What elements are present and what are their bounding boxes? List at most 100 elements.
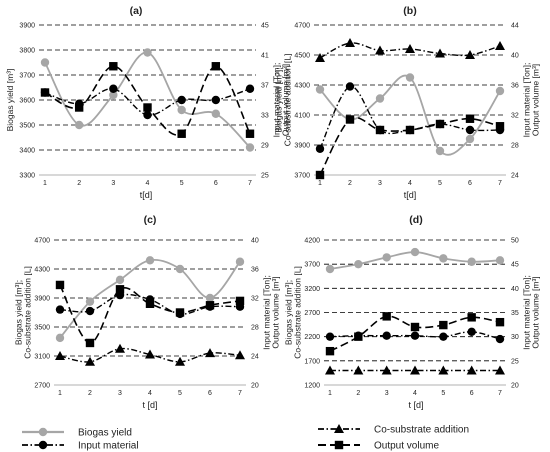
left-tick-label: 2200 <box>304 334 320 341</box>
x-tick-label: 5 <box>178 390 182 397</box>
data-point <box>382 253 391 262</box>
data-point <box>465 114 475 123</box>
data-point <box>438 365 449 375</box>
data-point <box>405 125 415 135</box>
data-point <box>410 331 420 340</box>
data-point <box>435 119 445 129</box>
data-point <box>495 365 505 375</box>
left-tick-label: 4300 <box>294 83 310 90</box>
data-point <box>325 365 335 375</box>
right-tick-label: 45 <box>511 262 519 269</box>
legend-label: Output volume <box>374 441 439 452</box>
right-tick-label: 41 <box>261 53 269 60</box>
left-tick-label: 3900 <box>34 296 50 303</box>
data-point <box>495 86 505 96</box>
x-tick-label: 2 <box>88 390 92 397</box>
left-axis-label: Biogas yield [m³];Co-substrate addition … <box>284 266 303 359</box>
series-output-volume <box>55 280 245 348</box>
right-tick-label: 35 <box>511 310 519 317</box>
x-tick-label: 7 <box>498 390 502 397</box>
left-axis-label-line: Co-substrate addition [L] <box>283 54 293 147</box>
data-point <box>345 115 355 124</box>
right-tick-label: 28 <box>251 325 259 332</box>
data-point <box>235 350 245 360</box>
right-axis-label-line: Input material [Ton]; <box>272 63 282 138</box>
data-point <box>55 351 65 360</box>
data-point <box>55 305 65 314</box>
left-axis-label-line: Biogas yield [m³]; <box>284 280 294 345</box>
data-point <box>211 109 221 118</box>
right-tick-label: 37 <box>261 83 269 90</box>
x-tick-label: 3 <box>378 180 382 187</box>
x-tick-label: 2 <box>348 180 352 187</box>
data-point <box>382 312 391 321</box>
data-point <box>85 338 95 348</box>
data-point <box>145 299 155 308</box>
left-axis-label: Biogas yield [m³];Co-substrate addition … <box>274 54 293 147</box>
data-point <box>315 53 325 62</box>
right-tick-label: 36 <box>511 83 519 90</box>
x-tick-label: 6 <box>208 390 212 397</box>
right-tick-label: 32 <box>511 113 519 120</box>
x-tick-label: 1 <box>43 180 47 187</box>
right-tick-label: 30 <box>511 334 519 341</box>
data-point <box>325 346 335 356</box>
x-tick-label: 7 <box>498 180 502 187</box>
x-tick-label: 4 <box>146 180 150 187</box>
data-point <box>205 293 215 303</box>
data-point <box>495 41 505 50</box>
right-tick-label: 40 <box>511 286 519 293</box>
x-axis-label: t [d] <box>142 400 157 410</box>
data-point <box>115 275 125 285</box>
data-point <box>467 327 476 337</box>
x-tick-label: 3 <box>385 390 389 397</box>
data-point <box>175 356 185 366</box>
data-point <box>211 95 221 105</box>
left-tick-label: 3900 <box>19 23 35 30</box>
data-point <box>115 285 125 294</box>
left-tick-label: 3400 <box>19 148 35 155</box>
data-point <box>345 82 355 91</box>
series-biogas-yield <box>40 48 255 152</box>
right-axis-label-line: Input material [Ton]; <box>522 275 532 350</box>
left-tick-label: 3200 <box>304 286 320 293</box>
data-point <box>109 62 118 71</box>
right-axis-label-line: Output volume [m³] <box>531 276 541 348</box>
right-tick-label: 50 <box>511 238 519 245</box>
data-point <box>325 332 335 341</box>
data-point <box>205 348 215 358</box>
data-point <box>439 254 448 263</box>
chart-panels: 3300340035003600370038003900252933374145… <box>5 5 541 410</box>
data-point <box>143 110 152 120</box>
right-axis-label: Input material [Ton];Output volume [m³] <box>522 275 541 350</box>
data-point <box>315 170 325 180</box>
data-point <box>115 343 125 353</box>
data-point <box>315 85 325 94</box>
data-point <box>85 297 95 306</box>
data-point <box>325 264 335 274</box>
left-tick-label: 2700 <box>304 310 320 317</box>
series-output-volume <box>40 62 255 138</box>
series-output-volume <box>315 114 505 180</box>
right-tick-label: 20 <box>251 383 259 390</box>
x-tick-label: 4 <box>413 390 417 397</box>
legend-swatch-marker <box>334 424 344 433</box>
data-point <box>439 320 448 330</box>
data-point <box>410 247 420 257</box>
left-axis-label-line: Co-substrate addition [L] <box>23 266 33 359</box>
left-tick-label: 2700 <box>34 383 50 390</box>
panel-d: 1200170022002700320037004200202530354045… <box>284 214 541 410</box>
right-axis-label-line: Input material [Ton]; <box>522 63 532 138</box>
panel-title: (d) <box>409 214 422 226</box>
right-axis-label: Input material [Ton];Output volume [m³] <box>522 63 541 138</box>
left-axis-label-line: Co-substrate addition [L] <box>293 266 303 359</box>
left-tick-label: 3900 <box>294 143 310 150</box>
right-tick-label: 25 <box>261 173 269 180</box>
data-point <box>245 84 255 93</box>
left-tick-label: 3300 <box>19 173 35 180</box>
data-point <box>85 306 95 316</box>
data-point <box>495 256 505 265</box>
legend-item: Output volume <box>318 441 439 452</box>
x-tick-label: 6 <box>470 390 474 397</box>
